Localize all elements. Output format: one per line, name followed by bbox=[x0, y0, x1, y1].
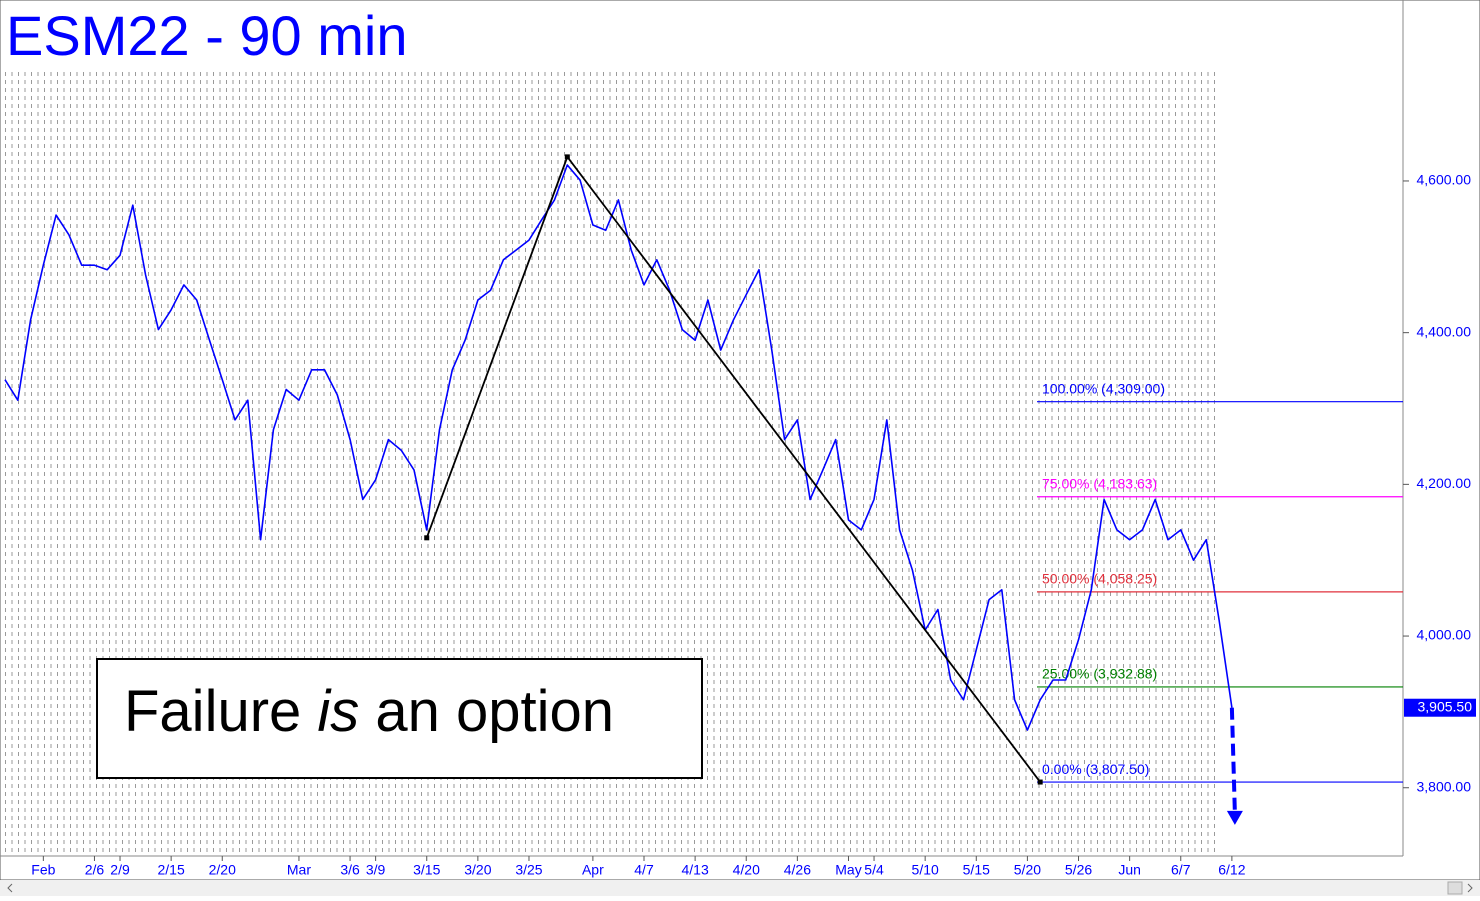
y-tick-label: 4,600.00 bbox=[1417, 172, 1472, 188]
x-tick-label: 2/15 bbox=[158, 862, 185, 878]
x-tick-label: 4/26 bbox=[784, 862, 811, 878]
annotation-part: is bbox=[317, 679, 359, 744]
x-tick-label: 4/13 bbox=[681, 862, 708, 878]
x-tick-label: 4/20 bbox=[733, 862, 760, 878]
last-price-label: 3,905.50 bbox=[1418, 698, 1473, 714]
x-tick-label: 5/10 bbox=[912, 862, 939, 878]
x-tick-label: 2/6 bbox=[85, 862, 105, 878]
scroll-thumb[interactable] bbox=[1447, 881, 1463, 895]
x-tick-label: 3/15 bbox=[413, 862, 440, 878]
x-tick-label: 3/9 bbox=[366, 862, 386, 878]
x-tick-label: Feb bbox=[31, 862, 55, 878]
swing-point bbox=[564, 154, 570, 160]
swing-point bbox=[424, 535, 430, 541]
last-price-tag bbox=[1404, 698, 1476, 717]
x-tick-label: 4/7 bbox=[634, 862, 654, 878]
annotation-part: an option bbox=[359, 679, 614, 744]
y-tick-label: 4,000.00 bbox=[1417, 627, 1472, 643]
scroll-right[interactable] bbox=[1467, 883, 1473, 893]
y-tick-label: 3,800.00 bbox=[1417, 778, 1472, 794]
x-tick-label: 6/12 bbox=[1218, 862, 1245, 878]
x-tick-label: 5/15 bbox=[963, 862, 990, 878]
fib-label: 50.00% (4,058.25) bbox=[1042, 571, 1157, 587]
x-tick-label: 3/6 bbox=[340, 862, 360, 878]
x-tick-label: 6/7 bbox=[1171, 862, 1191, 878]
x-tick-label: 3/25 bbox=[515, 862, 542, 878]
scrollbar[interactable] bbox=[0, 880, 1480, 896]
fib-label: 0.00% (3,807.50) bbox=[1042, 761, 1149, 777]
scroll-left[interactable] bbox=[7, 883, 13, 893]
x-tick-label: 5/4 bbox=[864, 862, 884, 878]
x-tick-label: 5/26 bbox=[1065, 862, 1092, 878]
annotation: Failure is an option bbox=[124, 679, 614, 744]
x-tick-label: 2/9 bbox=[110, 862, 130, 878]
x-tick-label: 3/20 bbox=[464, 862, 491, 878]
price-line bbox=[4, 164, 1233, 731]
forecast-arrowhead bbox=[1226, 810, 1243, 825]
chart-title: ESM22 - 90 min bbox=[6, 4, 408, 67]
x-tick-label: 2/20 bbox=[209, 862, 236, 878]
fib-label: 25.00% (3,932.88) bbox=[1042, 666, 1157, 682]
x-tick-label: Apr bbox=[582, 862, 604, 878]
y-tick-label: 4,400.00 bbox=[1417, 323, 1472, 339]
x-tick-label: Mar bbox=[287, 862, 311, 878]
x-tick-label: 5/20 bbox=[1014, 862, 1041, 878]
plot: 3,800.00 4,000.00 4,200.00 4,400.00 4,600.00… bbox=[4, 154, 1476, 878]
y-tick-label: 4,200.00 bbox=[1417, 475, 1472, 491]
x-tick-label: Jun bbox=[1118, 862, 1141, 878]
annotation-part: Failure bbox=[124, 679, 317, 744]
fib-label: 100.00% (4,309.00) bbox=[1042, 380, 1165, 396]
annotation-box bbox=[96, 658, 703, 779]
swing-point bbox=[1037, 779, 1043, 785]
x-tick-label: May bbox=[835, 862, 861, 878]
fib-label: 75.00% (4,183.63) bbox=[1042, 475, 1157, 491]
